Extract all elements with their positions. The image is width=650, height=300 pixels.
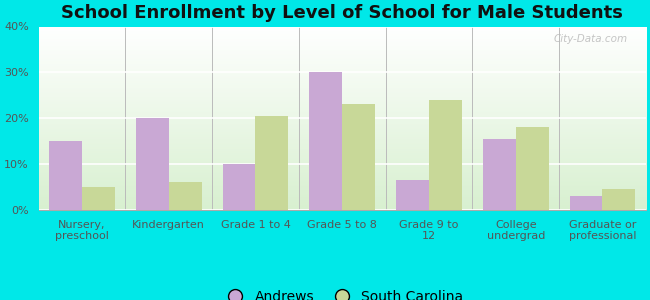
- Bar: [343, 104, 375, 210]
- Bar: [309, 72, 343, 210]
- Bar: [222, 164, 255, 210]
- Bar: [169, 182, 202, 210]
- Bar: [396, 180, 429, 210]
- Bar: [429, 100, 462, 210]
- Bar: [515, 128, 549, 210]
- Bar: [82, 187, 115, 210]
- Bar: [569, 196, 603, 210]
- Text: City-Data.com: City-Data.com: [554, 34, 628, 44]
- Bar: [255, 116, 289, 210]
- Bar: [49, 141, 82, 210]
- Bar: [483, 139, 515, 210]
- Bar: [603, 189, 636, 210]
- Legend: Andrews, South Carolina: Andrews, South Carolina: [216, 284, 469, 300]
- Title: School Enrollment by Level of School for Male Students: School Enrollment by Level of School for…: [61, 4, 623, 22]
- Bar: [136, 118, 169, 210]
